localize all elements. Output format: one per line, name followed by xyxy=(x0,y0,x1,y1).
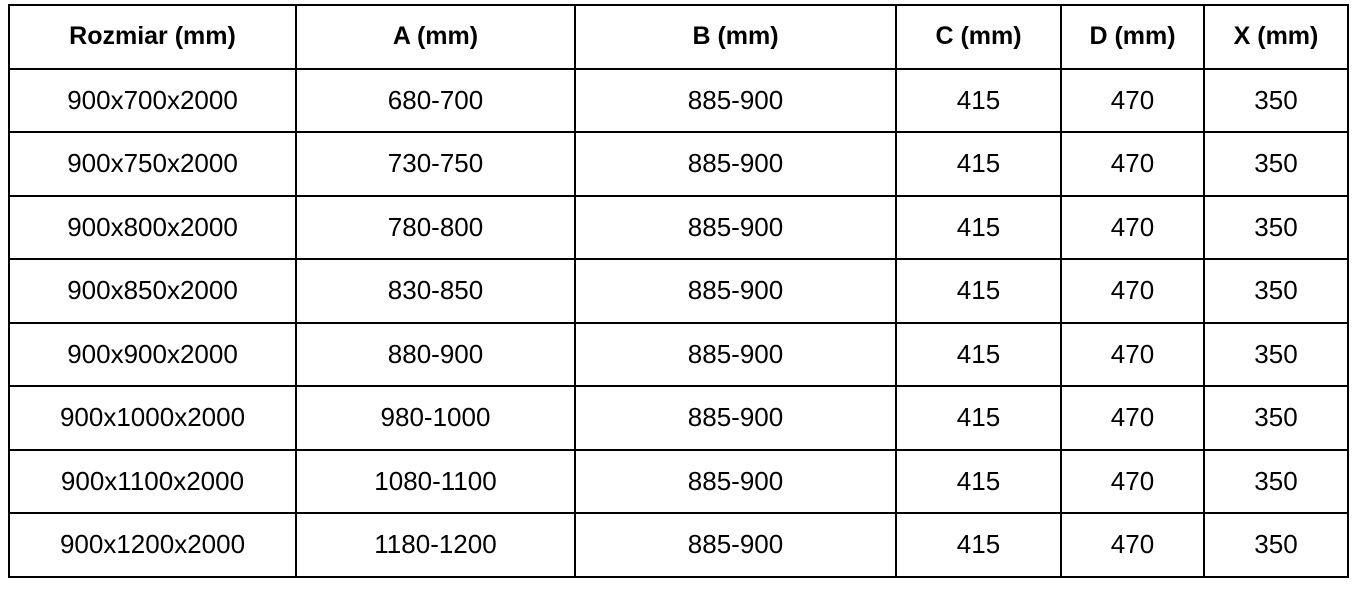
column-header-d: D (mm) xyxy=(1060,4,1205,70)
column-header-a: A (mm) xyxy=(295,4,576,70)
cell-x: 350 xyxy=(1203,448,1349,514)
dimensions-table: Rozmiar (mm) A (mm) B (mm) C (mm) D (mm)… xyxy=(8,4,1349,578)
column-header-x: X (mm) xyxy=(1203,4,1349,70)
cell-c: 415 xyxy=(895,512,1062,578)
cell-d: 470 xyxy=(1060,258,1205,324)
cell-x: 350 xyxy=(1203,67,1349,133)
cell-a: 680-700 xyxy=(295,67,576,133)
cell-rozmiar: 900x850x2000 xyxy=(8,258,297,324)
cell-rozmiar: 900x1100x2000 xyxy=(8,448,297,514)
cell-d: 470 xyxy=(1060,67,1205,133)
cell-b: 885-900 xyxy=(574,258,897,324)
cell-d: 470 xyxy=(1060,448,1205,514)
table-row: 900x1100x2000 1080-1100 885-900 415 470 … xyxy=(8,448,1349,514)
cell-b: 885-900 xyxy=(574,321,897,387)
cell-d: 470 xyxy=(1060,385,1205,451)
table-header: Rozmiar (mm) A (mm) B (mm) C (mm) D (mm)… xyxy=(8,4,1349,70)
cell-a: 1180-1200 xyxy=(295,512,576,578)
cell-x: 350 xyxy=(1203,321,1349,387)
cell-d: 470 xyxy=(1060,194,1205,260)
table-row: 900x1200x2000 1180-1200 885-900 415 470 … xyxy=(8,512,1349,578)
column-header-c: C (mm) xyxy=(895,4,1062,70)
cell-c: 415 xyxy=(895,194,1062,260)
cell-c: 415 xyxy=(895,67,1062,133)
cell-d: 470 xyxy=(1060,131,1205,197)
cell-b: 885-900 xyxy=(574,385,897,451)
cell-x: 350 xyxy=(1203,194,1349,260)
cell-a: 830-850 xyxy=(295,258,576,324)
column-header-b: B (mm) xyxy=(574,4,897,70)
cell-d: 470 xyxy=(1060,321,1205,387)
cell-a: 880-900 xyxy=(295,321,576,387)
cell-b: 885-900 xyxy=(574,512,897,578)
table-row: 900x1000x2000 980-1000 885-900 415 470 3… xyxy=(8,385,1349,451)
table-body: 900x700x2000 680-700 885-900 415 470 350… xyxy=(8,67,1349,578)
header-row: Rozmiar (mm) A (mm) B (mm) C (mm) D (mm)… xyxy=(8,4,1349,70)
cell-c: 415 xyxy=(895,131,1062,197)
cell-c: 415 xyxy=(895,448,1062,514)
cell-x: 350 xyxy=(1203,131,1349,197)
cell-rozmiar: 900x700x2000 xyxy=(8,67,297,133)
cell-x: 350 xyxy=(1203,258,1349,324)
cell-d: 470 xyxy=(1060,512,1205,578)
cell-a: 730-750 xyxy=(295,131,576,197)
cell-b: 885-900 xyxy=(574,67,897,133)
column-header-rozmiar: Rozmiar (mm) xyxy=(8,4,297,70)
table-row: 900x800x2000 780-800 885-900 415 470 350 xyxy=(8,194,1349,260)
cell-c: 415 xyxy=(895,321,1062,387)
cell-b: 885-900 xyxy=(574,448,897,514)
cell-b: 885-900 xyxy=(574,131,897,197)
cell-a: 980-1000 xyxy=(295,385,576,451)
table-row: 900x900x2000 880-900 885-900 415 470 350 xyxy=(8,321,1349,387)
cell-rozmiar: 900x1000x2000 xyxy=(8,385,297,451)
cell-x: 350 xyxy=(1203,512,1349,578)
cell-rozmiar: 900x900x2000 xyxy=(8,321,297,387)
table-row: 900x700x2000 680-700 885-900 415 470 350 xyxy=(8,67,1349,133)
cell-b: 885-900 xyxy=(574,194,897,260)
cell-rozmiar: 900x1200x2000 xyxy=(8,512,297,578)
cell-c: 415 xyxy=(895,258,1062,324)
table-row: 900x850x2000 830-850 885-900 415 470 350 xyxy=(8,258,1349,324)
table-row: 900x750x2000 730-750 885-900 415 470 350 xyxy=(8,131,1349,197)
cell-a: 780-800 xyxy=(295,194,576,260)
cell-rozmiar: 900x800x2000 xyxy=(8,194,297,260)
cell-c: 415 xyxy=(895,385,1062,451)
cell-x: 350 xyxy=(1203,385,1349,451)
cell-rozmiar: 900x750x2000 xyxy=(8,131,297,197)
cell-a: 1080-1100 xyxy=(295,448,576,514)
